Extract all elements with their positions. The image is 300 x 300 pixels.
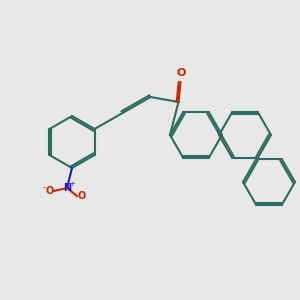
Text: O: O xyxy=(78,191,86,201)
Text: +: + xyxy=(69,181,75,187)
Text: O: O xyxy=(46,186,54,196)
Text: N: N xyxy=(63,183,71,193)
Text: O: O xyxy=(177,68,186,78)
Text: -: - xyxy=(43,184,46,193)
